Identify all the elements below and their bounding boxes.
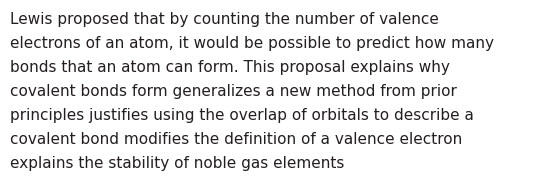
Text: bonds that an atom can form. This proposal explains why: bonds that an atom can form. This propos… — [10, 60, 450, 75]
Text: principles justifies using the overlap of orbitals to describe a: principles justifies using the overlap o… — [10, 108, 474, 123]
Text: electrons of an atom, it would be possible to predict how many: electrons of an atom, it would be possib… — [10, 36, 494, 51]
Text: covalent bonds form generalizes a new method from prior: covalent bonds form generalizes a new me… — [10, 84, 457, 99]
Text: explains the stability of noble gas elements: explains the stability of noble gas elem… — [10, 156, 344, 171]
Text: covalent bond modifies the definition of a valence electron: covalent bond modifies the definition of… — [10, 132, 462, 147]
Text: Lewis proposed that by counting the number of valence: Lewis proposed that by counting the numb… — [10, 12, 439, 27]
